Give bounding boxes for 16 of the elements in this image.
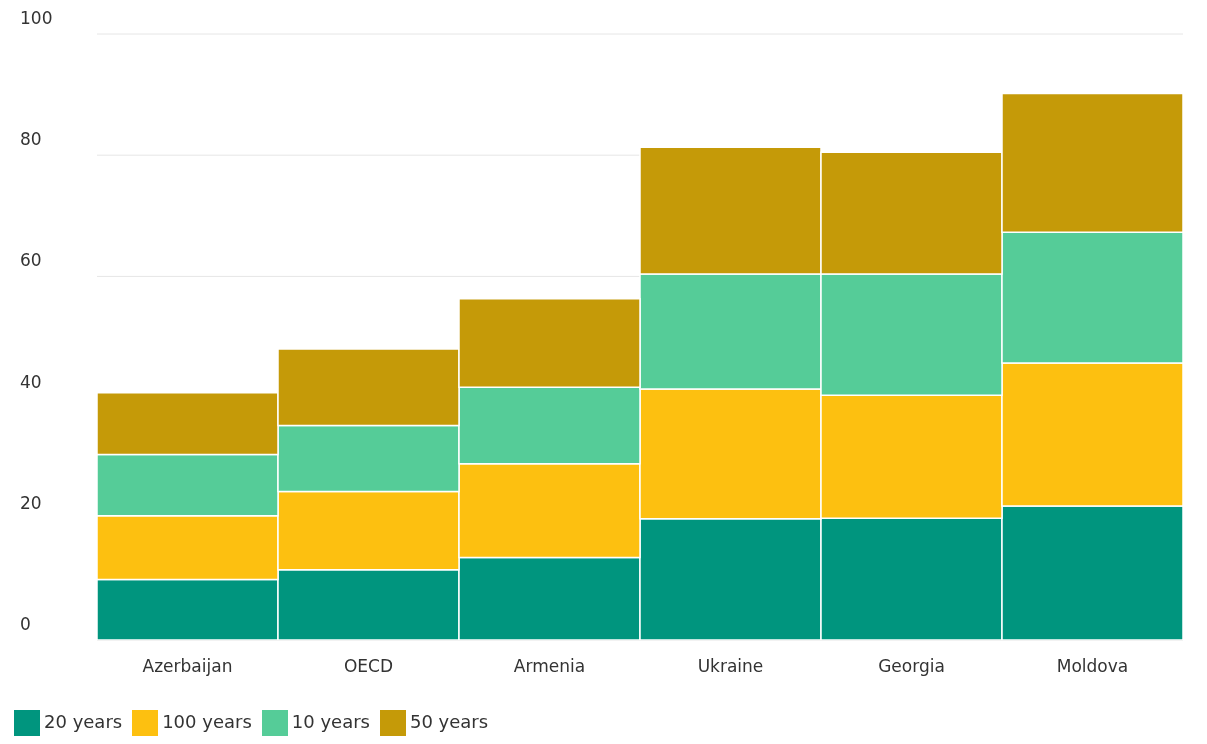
x-tick-label: Armenia <box>513 656 586 677</box>
legend-label: 50 years <box>409 711 489 732</box>
legend-label: 100 years <box>162 711 252 732</box>
y-tick-label: 60 <box>20 250 42 271</box>
x-tick-label: Ukraine <box>697 656 764 677</box>
y-tick-label: 40 <box>20 371 42 392</box>
x-tick-label: Azerbaijan <box>142 656 233 677</box>
y-tick-label: 20 <box>20 492 42 513</box>
y-tick-label: 0 <box>20 614 31 634</box>
legend-label: 20 years <box>44 711 123 732</box>
legend-label: 10 years <box>291 711 370 732</box>
y-tick-label: 100 <box>20 8 53 28</box>
x-tick-label: Georgia <box>878 656 945 677</box>
x-tick-label: OECD <box>343 656 394 677</box>
x-tick-label: Moldova <box>1056 656 1129 677</box>
y-tick-label: 80 <box>20 129 42 150</box>
